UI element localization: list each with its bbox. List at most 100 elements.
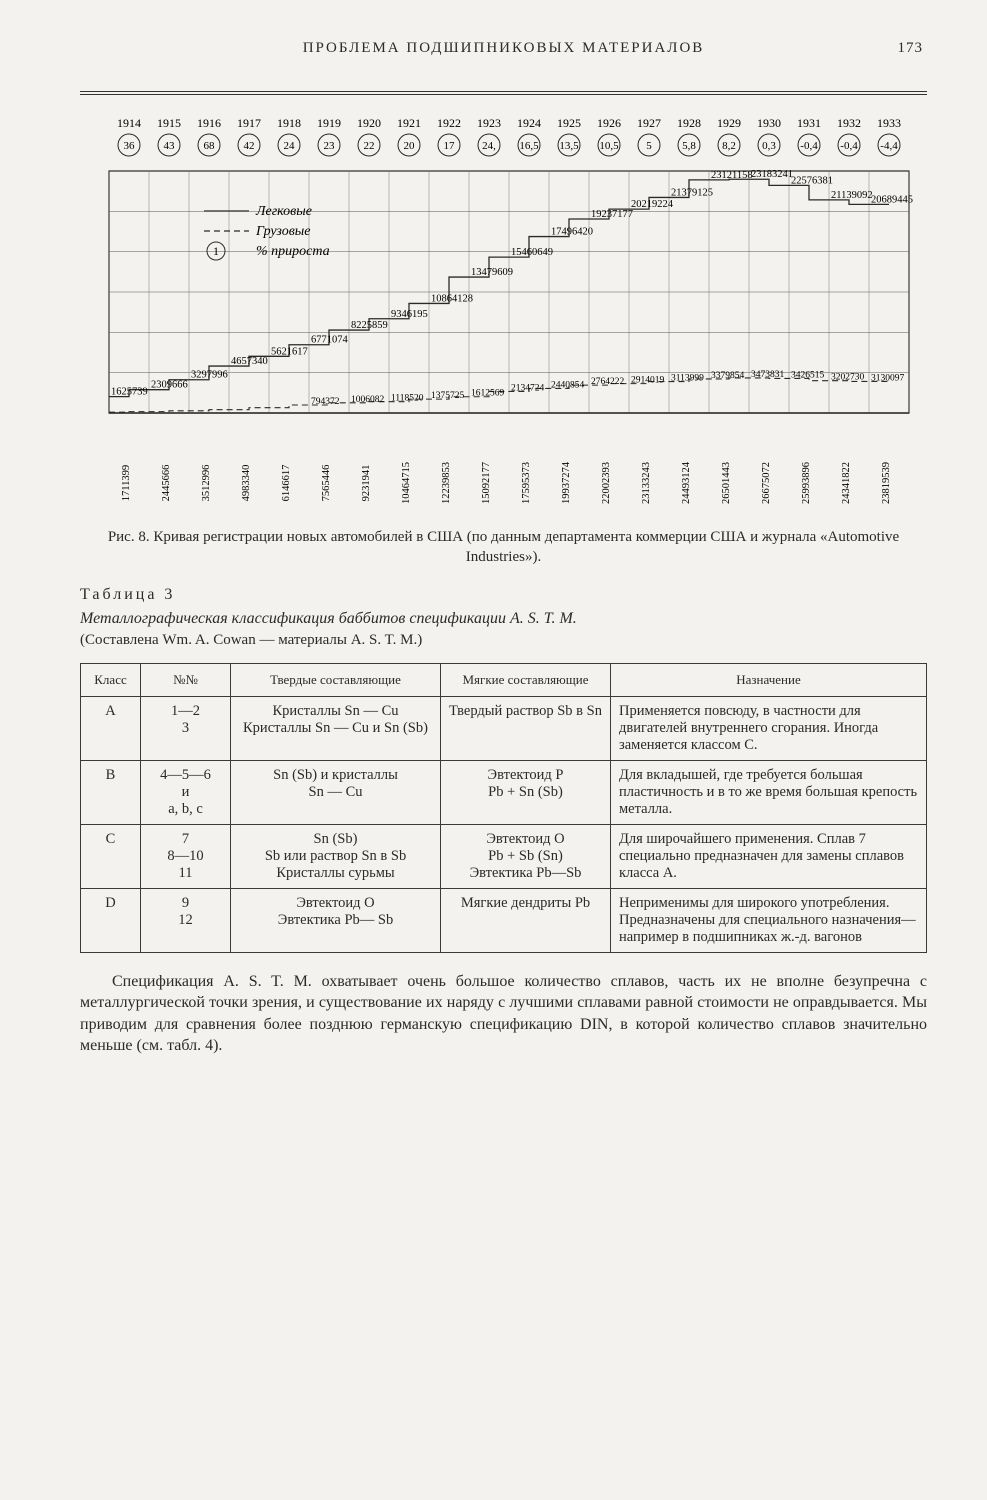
year-label: 1919 [317,116,341,130]
table-cell: Для вкладышей, где требуется большая пла… [611,760,927,824]
header-rule-1 [80,91,927,92]
chart-svg: 1914191519161917191819191920192119221923… [89,113,919,513]
passenger-value: 10864128 [431,293,473,304]
year-label: 1915 [157,116,181,130]
growth-label: 68 [203,140,215,152]
table-3-attribution: (Составлена Wm. A. Cowan — материалы A. … [80,632,927,649]
truck-value: 2134724 [511,383,545,393]
year-label: 1923 [477,116,501,130]
table-cell: B [81,760,141,824]
total-rotated: 19937274 [561,461,572,504]
year-label: 1928 [677,116,701,130]
passenger-value: 20219224 [631,199,674,210]
legend-passenger: Легковые [255,204,312,219]
year-label: 1925 [557,116,581,130]
growth-label: 16,5 [519,140,539,152]
growth-label: 13,5 [559,140,579,152]
passenger-value: 21379125 [671,187,713,198]
table-row: A1—2 3Кристаллы Sn — Cu Кристаллы Sn — C… [81,696,927,760]
total-rotated: 10464715 [401,462,412,504]
year-label: 1929 [717,116,741,130]
year-label: 1917 [237,116,261,130]
table-cell: D [81,888,141,952]
truck-value: 3130097 [871,373,905,383]
total-rotated: 26501443 [721,462,732,504]
table-row: B4—5—6 и a, b, cSn (Sb) и кристаллы Sn —… [81,760,927,824]
passenger-value: 23183241 [751,169,793,180]
year-label: 1921 [397,116,421,130]
year-label: 1924 [517,116,541,130]
passenger-value: 1625739 [111,387,148,398]
truck-value: 3379854 [711,371,745,381]
truck-value: 794372 [311,397,340,407]
passenger-value: 23121158 [711,170,753,181]
table-cell: Кристаллы Sn — Cu Кристаллы Sn — Cu и Sn… [231,696,441,760]
total-rotated: 1711399 [121,465,132,501]
growth-label: 42 [243,140,254,152]
table-cell: Эвтектоид P Pb + Sn (Sb) [441,760,611,824]
figure-8-chart: 1914191519161917191819191920192119221923… [89,113,919,513]
growth-label: 43 [163,140,175,152]
table-col-header: Класс [81,663,141,696]
total-rotated: 23133243 [641,462,652,504]
passenger-value: 9346195 [391,309,428,320]
year-label: 1927 [637,116,661,130]
total-rotated: 12239853 [441,462,452,504]
table-cell: 9 12 [141,888,231,952]
growth-label: 5,8 [682,140,696,152]
passenger-value: 19237177 [591,209,633,220]
table-cell: Твердый раствор Sb в Sn [441,696,611,760]
figure-8-caption: Рис. 8. Кривая регистрации новых автомоб… [80,527,927,568]
total-rotated: 24341822 [841,462,852,504]
total-rotated: 2445666 [161,465,172,502]
table-3-title: Металлографическая классификация баббито… [80,610,927,628]
table-cell: A [81,696,141,760]
year-label: 1932 [837,116,861,130]
passenger-series [109,179,889,396]
truck-value: 2440854 [551,380,585,390]
table-row: D9 12Эвтектоид O Эвтектика Pb— SbМягкие … [81,888,927,952]
total-rotated: 26675072 [761,462,772,504]
growth-label: 36 [123,140,135,152]
growth-label: 0,3 [762,140,776,152]
truck-value: 2914019 [631,376,665,386]
truck-value: 1375725 [431,391,465,401]
growth-label: -4,4 [880,140,898,152]
table-3: Класс№№Твердые составляющиеМягкие состав… [80,663,927,953]
passenger-value: 21139092 [831,190,873,201]
running-head: ПРОБЛЕМА ПОДШИПНИКОВЫХ МАТЕРИАЛОВ 173 [80,40,927,61]
table-cell: Sn (Sb) Sb или раствор Sn в Sb Кристаллы… [231,824,441,888]
year-label: 1918 [277,116,301,130]
passenger-value: 22576381 [791,175,833,186]
truck-value: 1006082 [351,395,385,405]
growth-label: 24, [482,140,496,152]
growth-label: 22 [363,140,374,152]
year-label: 1926 [597,116,621,130]
table-cell: Для широчайшего применения. Сплав 7 спец… [611,824,927,888]
growth-label: 10,5 [599,140,619,152]
header-rule-2 [80,94,927,95]
truck-value: 2764222 [591,377,625,387]
table-cell: C [81,824,141,888]
table-3-heading: Таблица 3 [80,586,927,604]
passenger-value: 5621617 [271,346,308,357]
year-label: 1914 [117,116,141,130]
total-rotated: 3512996 [201,465,212,502]
truck-value: 1612569 [471,389,505,399]
table-cell: Мягкие дендриты Pb [441,888,611,952]
year-label: 1931 [797,116,821,130]
total-rotated: 17595373 [521,462,532,504]
passenger-value: 8225859 [351,320,388,331]
page: ПРОБЛЕМА ПОДШИПНИКОВЫХ МАТЕРИАЛОВ 173 19… [0,0,987,1500]
total-rotated: 15092177 [481,462,492,504]
growth-label: 8,2 [722,140,736,152]
growth-label: -0,4 [840,140,858,152]
passenger-value: 13479609 [471,267,513,278]
truck-value: 3426515 [791,370,825,380]
table-cell: Sn (Sb) и кристаллы Sn — Cu [231,760,441,824]
legend-marker: 1 [213,244,219,258]
total-rotated: 25993896 [801,462,812,504]
total-rotated: 22002393 [601,462,612,504]
growth-label: 5 [646,140,652,152]
truck-value: 3113999 [671,374,704,384]
